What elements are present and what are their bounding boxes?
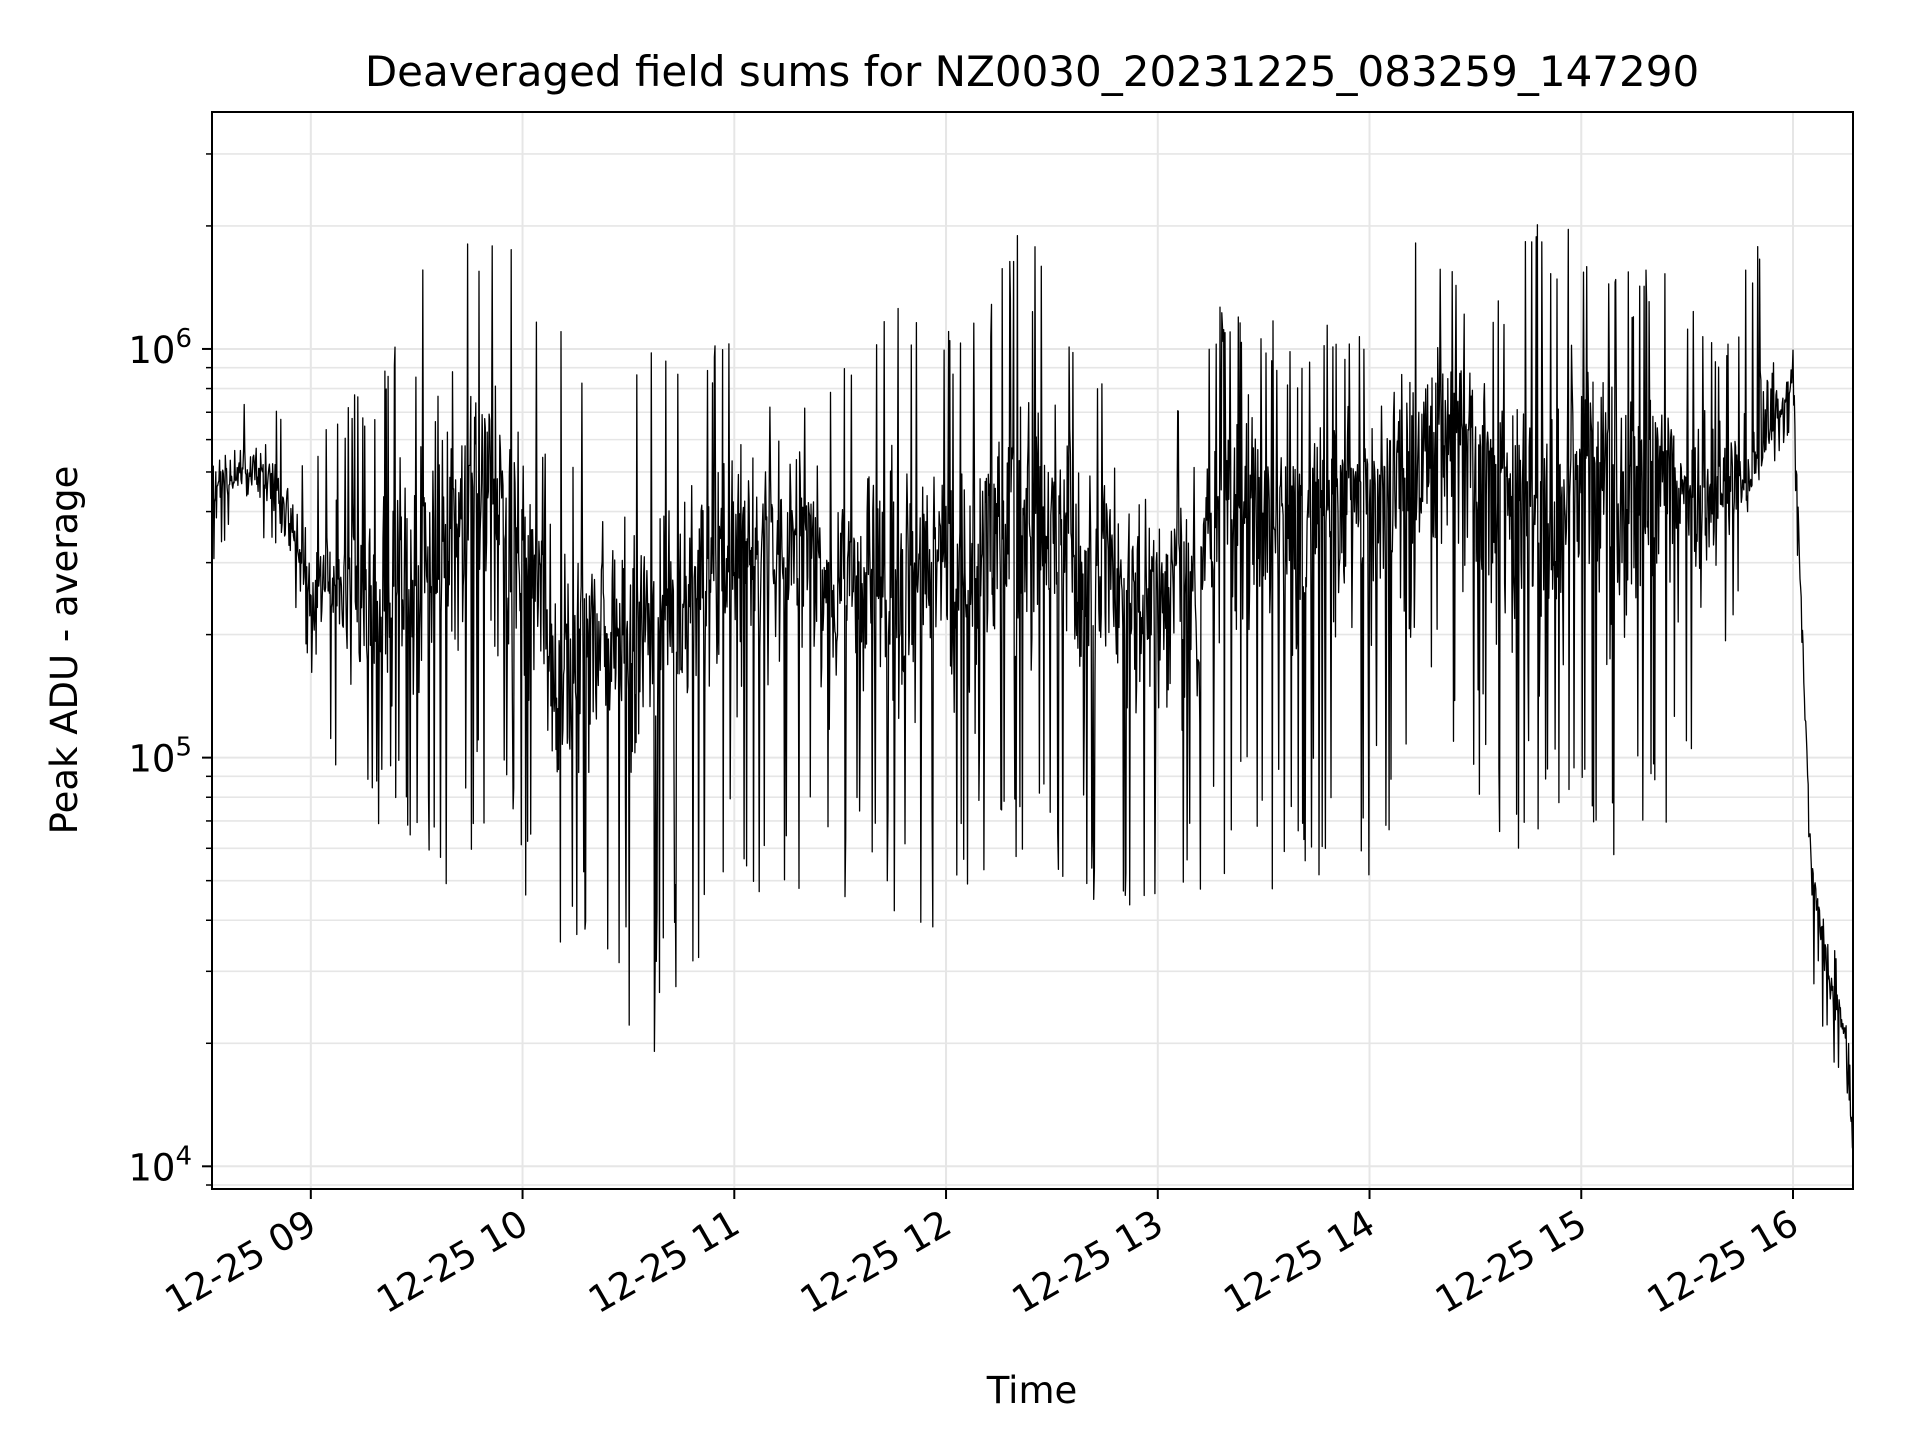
series-layer [212,224,1853,1152]
plot-frame [211,111,1854,1190]
x-axis-label: Time [986,1369,1078,1412]
y-tick-label: 104 [128,1141,192,1189]
y-tick-label: 105 [128,733,192,781]
y-axis-label: Peak ADU - average [43,466,86,835]
y-tick-label: 106 [128,324,192,372]
chart-title: Deaveraged field sums for NZ0030_2023122… [365,47,1699,96]
series-line [212,224,1853,1152]
y-axis: 104 105 106 [128,153,212,1189]
